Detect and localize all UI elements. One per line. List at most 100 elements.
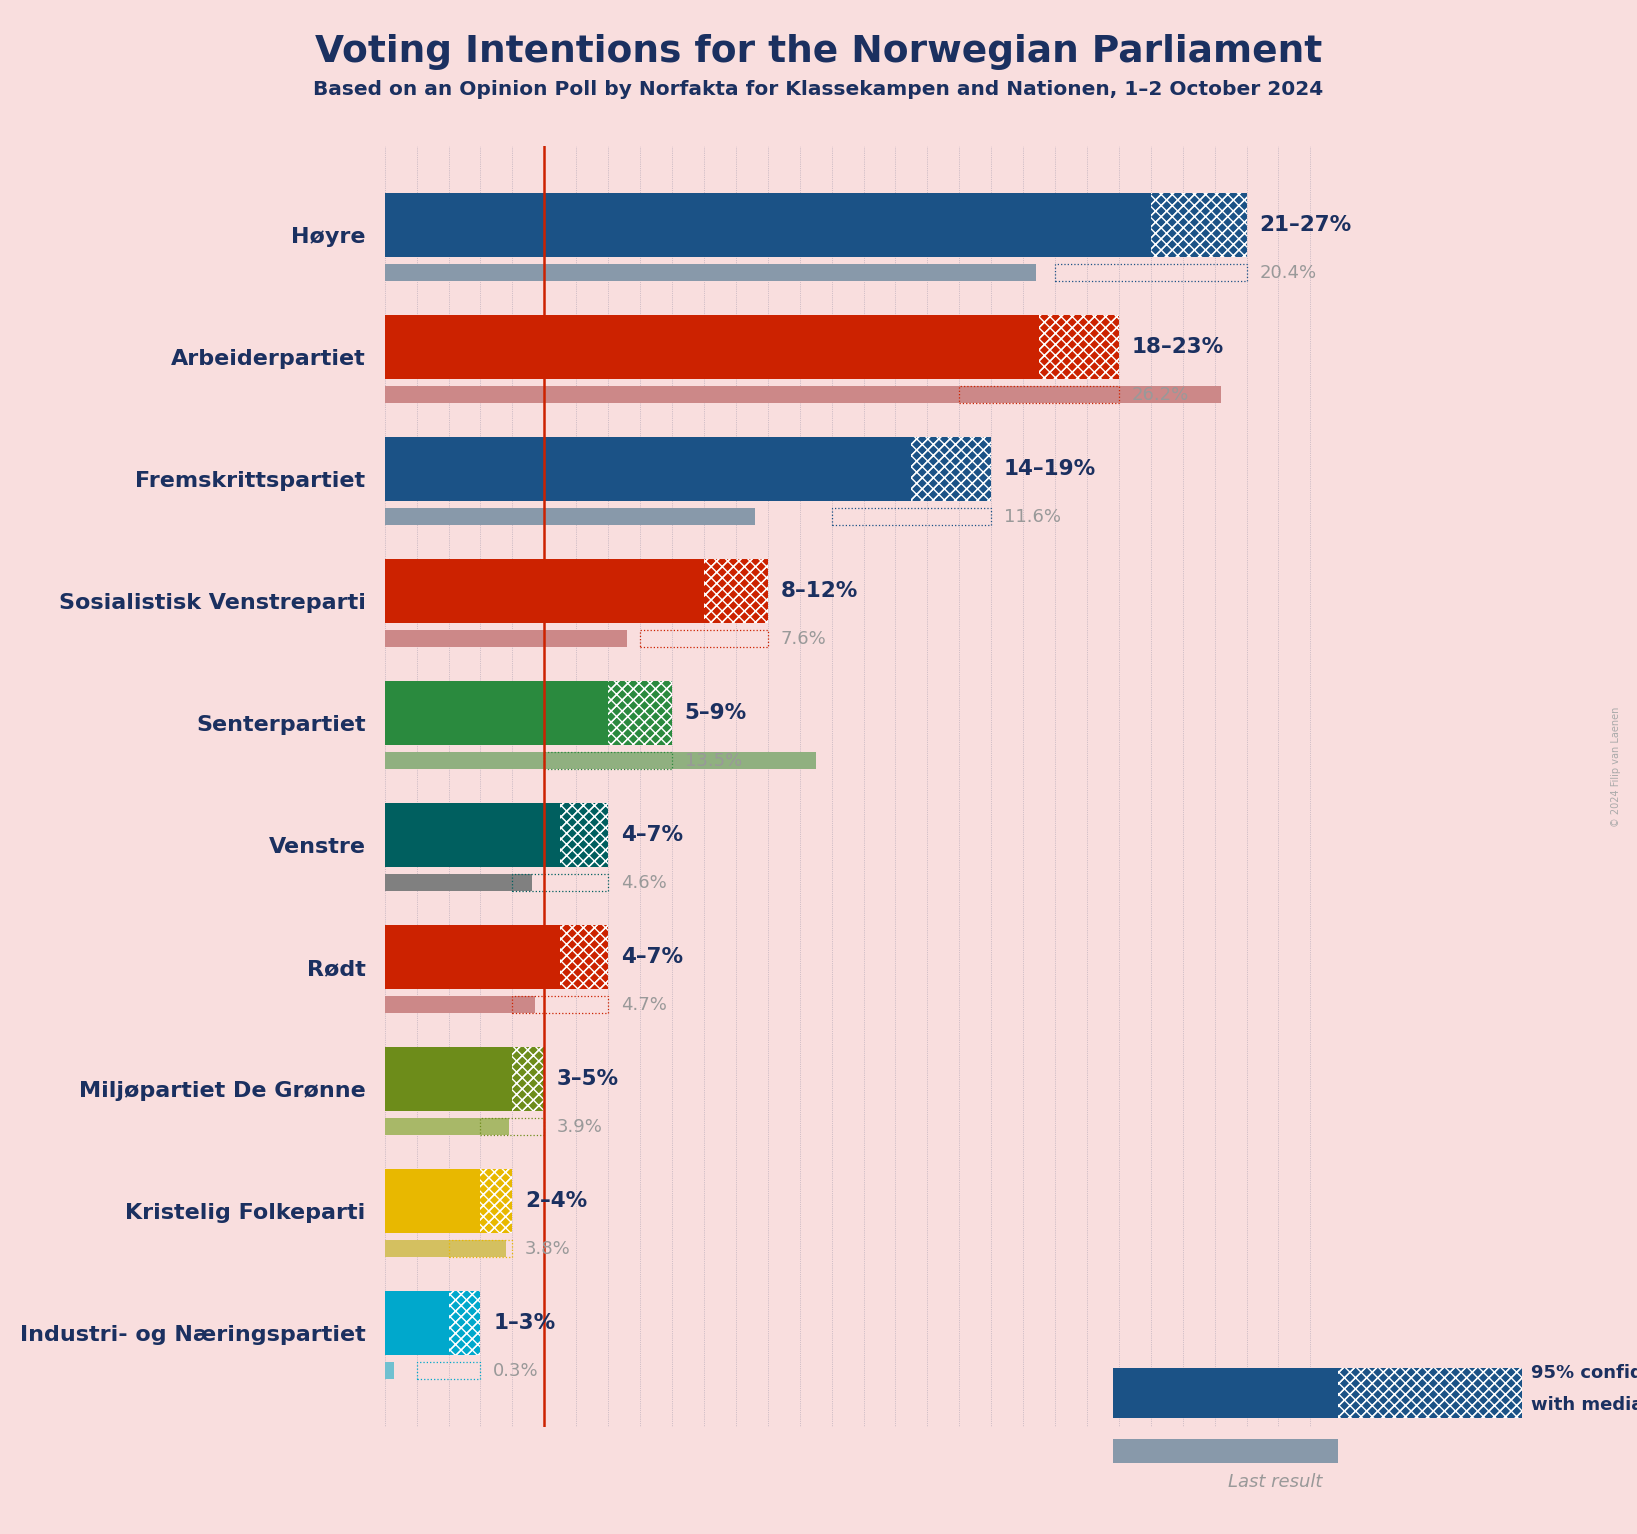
Bar	[1113, 1368, 1339, 1417]
Text: © 2024 Filip van Laenen: © 2024 Filip van Laenen	[1611, 707, 1621, 827]
Bar	[385, 193, 1151, 256]
Text: Kristelig Folkeparti: Kristelig Folkeparti	[126, 1203, 365, 1223]
Text: Fremskrittspartiet: Fremskrittspartiet	[136, 471, 365, 491]
Bar	[385, 437, 912, 500]
Text: Miljøpartiet De Grønne: Miljøpartiet De Grønne	[79, 1081, 365, 1101]
Bar	[385, 1048, 512, 1111]
Text: 1–3%: 1–3%	[493, 1313, 555, 1333]
Bar	[560, 925, 609, 989]
Bar	[385, 387, 1221, 403]
Bar	[385, 925, 560, 989]
Text: with median: with median	[1531, 1396, 1637, 1414]
Text: 4–7%: 4–7%	[620, 825, 683, 845]
Bar	[1151, 193, 1247, 256]
Bar	[385, 996, 535, 1012]
Bar	[385, 1118, 509, 1135]
Bar	[481, 1118, 543, 1135]
Text: 21–27%: 21–27%	[1259, 215, 1352, 235]
Bar	[1054, 264, 1247, 281]
Bar	[1339, 1368, 1522, 1417]
Bar	[481, 1169, 512, 1233]
Bar	[385, 630, 627, 647]
Bar	[1339, 1368, 1522, 1417]
Text: 2–4%: 2–4%	[525, 1190, 588, 1210]
Text: 11.6%: 11.6%	[1003, 508, 1061, 526]
Text: Based on an Opinion Poll by Norfakta for Klassekampen and Nationen, 1–2 October : Based on an Opinion Poll by Norfakta for…	[313, 80, 1324, 98]
Text: 5–9%: 5–9%	[684, 703, 746, 723]
Bar	[512, 1048, 543, 1111]
Bar	[385, 1362, 395, 1379]
Bar	[1039, 316, 1120, 379]
Bar	[481, 1169, 512, 1233]
Text: Senterpartiet: Senterpartiet	[196, 715, 365, 735]
Bar	[512, 996, 609, 1012]
Bar	[385, 264, 1036, 281]
Bar	[704, 560, 768, 623]
Bar	[1039, 316, 1120, 379]
Bar	[912, 437, 992, 500]
Text: Høyre: Høyre	[291, 227, 365, 247]
Text: 3–5%: 3–5%	[557, 1069, 619, 1089]
Bar	[385, 560, 704, 623]
Bar	[385, 1169, 481, 1233]
Bar	[609, 681, 671, 744]
Bar	[512, 1048, 543, 1111]
Bar	[385, 681, 609, 744]
Bar	[912, 437, 992, 500]
Text: Arbeiderpartiet: Arbeiderpartiet	[170, 350, 365, 370]
Text: Sosialistisk Venstreparti: Sosialistisk Venstreparti	[59, 594, 365, 614]
Text: 14–19%: 14–19%	[1003, 459, 1097, 479]
Bar	[704, 560, 768, 623]
Text: 13.5%: 13.5%	[684, 752, 742, 770]
Bar	[560, 925, 609, 989]
Bar	[449, 1292, 481, 1355]
Bar	[512, 874, 609, 891]
Bar	[912, 437, 992, 500]
Text: 4.6%: 4.6%	[620, 873, 666, 891]
Text: 7.6%: 7.6%	[781, 629, 827, 647]
Bar	[640, 630, 768, 647]
Text: Voting Intentions for the Norwegian Parliament: Voting Intentions for the Norwegian Parl…	[314, 34, 1323, 69]
Text: 26.2%: 26.2%	[1131, 385, 1188, 403]
Bar	[385, 1292, 449, 1355]
Bar	[385, 804, 560, 867]
Text: 4–7%: 4–7%	[620, 946, 683, 966]
Bar	[385, 508, 755, 525]
Bar	[959, 387, 1120, 403]
Bar	[1339, 1368, 1522, 1417]
Text: Venstre: Venstre	[268, 838, 365, 858]
Bar	[609, 681, 671, 744]
Text: Industri- og Næringspartiet: Industri- og Næringspartiet	[20, 1325, 365, 1345]
Text: Rødt: Rødt	[306, 959, 365, 979]
Bar	[560, 925, 609, 989]
Text: 8–12%: 8–12%	[781, 581, 858, 601]
Bar	[449, 1292, 481, 1355]
Bar	[560, 804, 609, 867]
Bar	[385, 874, 532, 891]
Bar	[832, 508, 992, 525]
Text: 18–23%: 18–23%	[1131, 337, 1224, 357]
Bar	[1151, 193, 1247, 256]
Bar	[481, 1169, 512, 1233]
Bar	[385, 316, 1039, 379]
Text: 95% confidence interval: 95% confidence interval	[1531, 1364, 1637, 1382]
Bar	[449, 1239, 512, 1256]
Text: 4.7%: 4.7%	[620, 996, 666, 1014]
Bar	[609, 681, 671, 744]
Bar	[416, 1362, 481, 1379]
Text: 3.9%: 3.9%	[557, 1118, 602, 1135]
Text: 0.3%: 0.3%	[493, 1362, 539, 1379]
Bar	[1113, 1439, 1339, 1463]
Bar	[385, 752, 815, 769]
Bar	[704, 560, 768, 623]
Text: 20.4%: 20.4%	[1259, 264, 1316, 282]
Text: 3.8%: 3.8%	[525, 1239, 571, 1258]
Bar	[1039, 316, 1120, 379]
Bar	[449, 1292, 481, 1355]
Bar	[543, 752, 673, 769]
Bar	[1151, 193, 1247, 256]
Text: Last result: Last result	[1228, 1473, 1323, 1491]
Bar	[560, 804, 609, 867]
Bar	[512, 1048, 543, 1111]
Bar	[560, 804, 609, 867]
